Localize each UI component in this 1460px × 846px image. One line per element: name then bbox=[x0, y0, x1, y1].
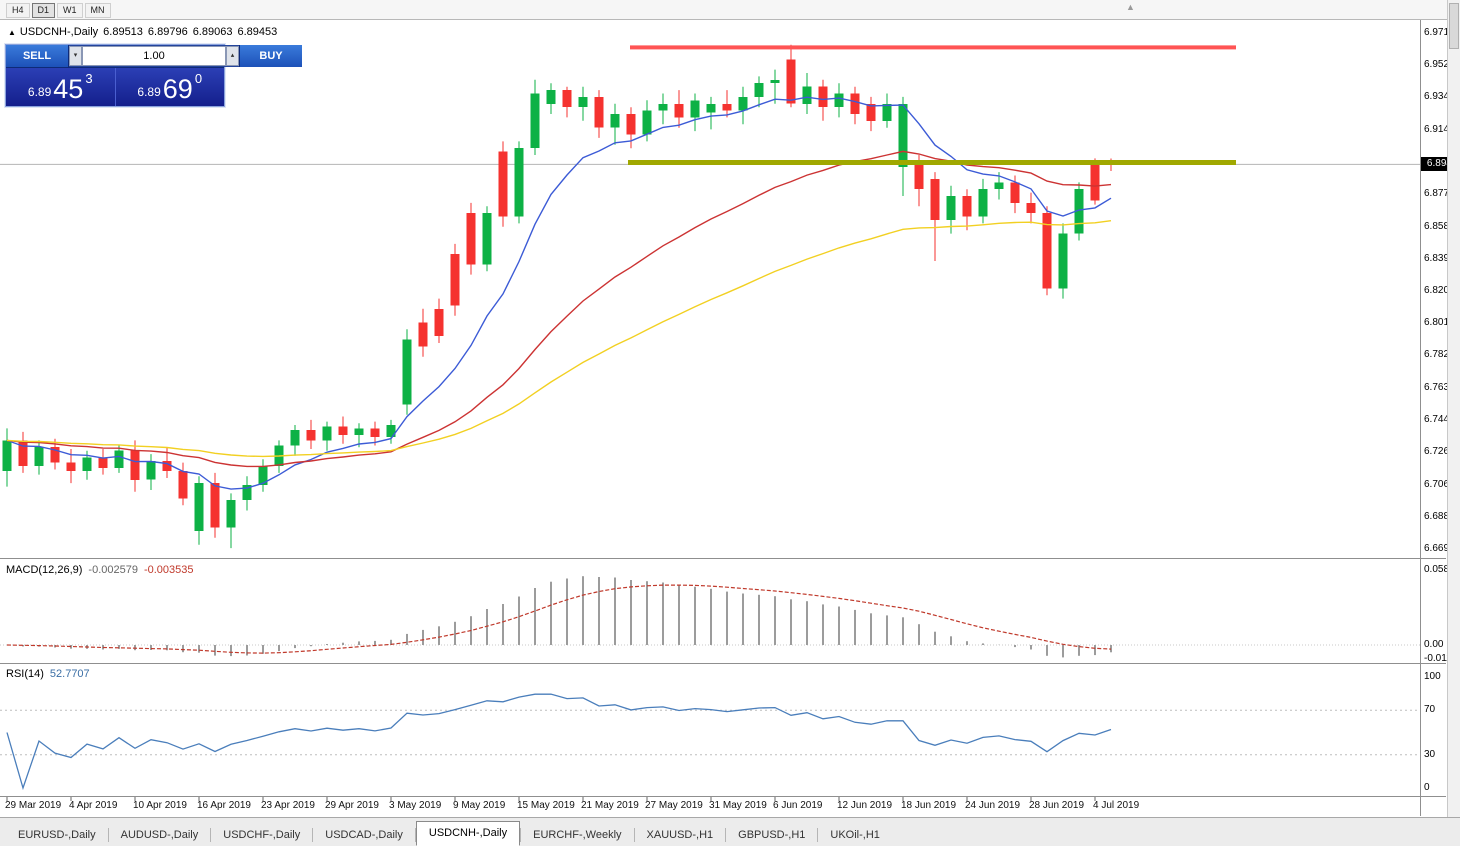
tab-separator bbox=[312, 828, 314, 842]
macd-label: MACD(12,26,9) -0.002579 -0.003535 bbox=[6, 564, 194, 576]
chart-title-bar: ▲ USDCNH-,Daily 6.89513 6.89796 6.89063 6.894… bbox=[8, 26, 277, 38]
ohlc-close: 6.89453 bbox=[237, 26, 278, 38]
volume-decrease-button[interactable]: ▾ bbox=[69, 46, 82, 66]
chart-tab[interactable]: USDCHF-,Daily bbox=[223, 829, 301, 841]
rsi-name: RSI(14) bbox=[6, 668, 44, 680]
sell-button[interactable]: SELL bbox=[6, 45, 68, 67]
sell-price-pips: 45 bbox=[53, 74, 84, 104]
chart-tab[interactable]: USDCAD-,Daily bbox=[325, 829, 403, 841]
buy-price-prefix: 6.89 bbox=[137, 85, 161, 99]
chart-tab-bar: EURUSD-,Daily AUDUSD-,Daily USDCHF-,Daily U… bbox=[0, 817, 1460, 846]
tab-separator bbox=[725, 828, 727, 842]
toolbar: H4 D1 W1 MN ▲ bbox=[0, 0, 1460, 20]
one-click-trading-panel: SELL ▾ ▴ BUY 6.89 45 3 6.89 69 0 bbox=[5, 44, 302, 107]
buy-price-pipette: 0 bbox=[194, 71, 203, 86]
macd-name: MACD(12,26,9) bbox=[6, 564, 83, 576]
price-axis-separator bbox=[1420, 19, 1421, 816]
timeframe-w1-button[interactable]: W1 bbox=[57, 3, 83, 18]
chart-shift-marker-icon[interactable]: ▲ bbox=[1126, 2, 1135, 12]
rsi-value: 52.7707 bbox=[49, 668, 90, 680]
chart-tab[interactable]: AUDUSD-,Daily bbox=[120, 829, 199, 841]
timeframe-d1-button[interactable]: D1 bbox=[31, 3, 56, 18]
pane-separator[interactable] bbox=[0, 796, 1446, 797]
buy-price-pips: 69 bbox=[162, 74, 193, 104]
price-axis[interactable] bbox=[1421, 19, 1446, 797]
tab-separator bbox=[817, 828, 819, 842]
chart-symbol-label: USDCNH-,Daily bbox=[19, 26, 99, 38]
chart-tab[interactable]: USDCNH-,Daily bbox=[415, 821, 521, 846]
buy-button[interactable]: BUY bbox=[240, 45, 302, 67]
sell-price-pipette: 3 bbox=[85, 71, 93, 86]
chart-tab[interactable]: EURUSD-,Daily bbox=[18, 829, 96, 841]
time-axis[interactable] bbox=[0, 797, 1420, 816]
timeframe-mn-button[interactable]: MN bbox=[84, 3, 111, 18]
rsi-label: RSI(14) 52.7707 bbox=[6, 668, 90, 680]
ohlc-open: 6.89513 bbox=[103, 26, 143, 38]
ohlc-low: 6.89063 bbox=[192, 26, 233, 38]
scrollbar-thumb[interactable] bbox=[1449, 3, 1459, 49]
chart-tab[interactable]: GBPUSD-,H1 bbox=[738, 829, 806, 841]
pane-separator[interactable] bbox=[0, 558, 1446, 559]
macd-value: -0.002579 bbox=[88, 564, 138, 576]
tab-separator bbox=[520, 828, 522, 842]
chart-tab[interactable]: UKOil-,H1 bbox=[830, 829, 880, 841]
tab-separator bbox=[633, 828, 635, 842]
buy-price-display[interactable]: 6.89 69 0 bbox=[114, 68, 225, 106]
sell-price-prefix: 6.89 bbox=[27, 85, 52, 99]
symbol-marker-icon: ▲ bbox=[8, 28, 16, 37]
chart-tab[interactable]: EURCHF-,Weekly bbox=[533, 829, 622, 841]
vertical-scrollbar[interactable] bbox=[1447, 0, 1460, 817]
pane-separator[interactable] bbox=[0, 663, 1446, 664]
volume-input[interactable] bbox=[82, 46, 226, 66]
sell-price-display[interactable]: 6.89 45 3 bbox=[6, 68, 115, 106]
chart-tab[interactable]: XAUUSD-,H1 bbox=[646, 829, 714, 841]
timeframe-h4-button[interactable]: H4 bbox=[6, 3, 30, 18]
tab-separator bbox=[107, 828, 109, 842]
volume-increase-button[interactable]: ▴ bbox=[226, 46, 239, 66]
ohlc-high: 6.89796 bbox=[147, 26, 188, 38]
tab-separator bbox=[414, 828, 416, 842]
macd-signal-value: -0.003535 bbox=[143, 564, 194, 576]
tab-separator bbox=[210, 828, 212, 842]
